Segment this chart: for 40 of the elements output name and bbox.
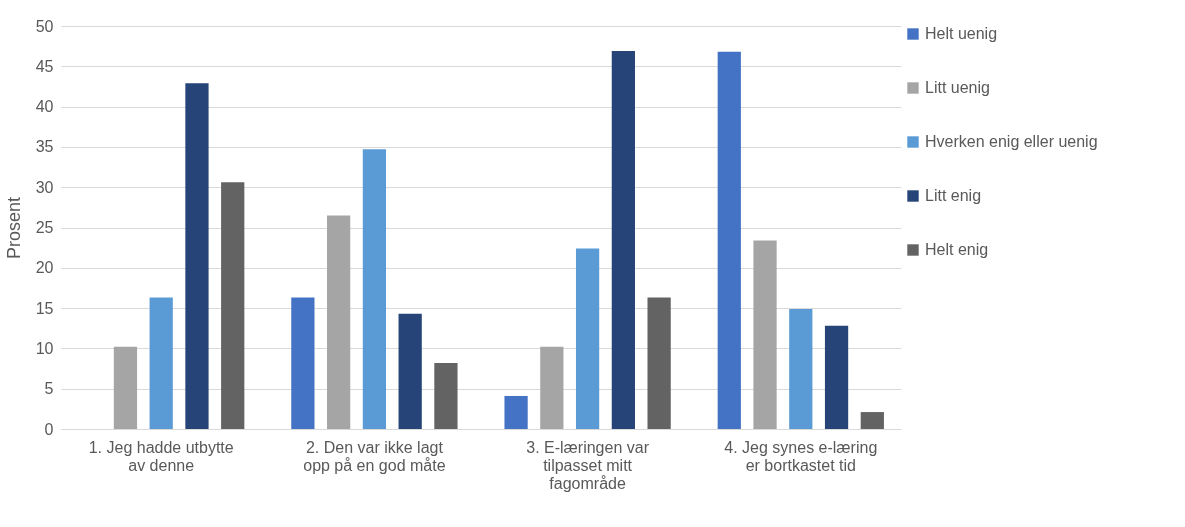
bar: [540, 346, 564, 429]
legend-label: Litt enig: [925, 187, 982, 204]
y-tick-label: 0: [44, 420, 54, 438]
bar: [362, 149, 387, 429]
y-axis-title: Prosent: [3, 196, 24, 260]
bar: [575, 248, 600, 429]
bar: [753, 240, 777, 429]
bar: [398, 313, 422, 429]
legend-label: Litt uenig: [925, 79, 990, 96]
y-tick-label: 20: [35, 259, 54, 277]
legend-label: Hverken enig eller uenig: [925, 133, 1098, 150]
legend-label: Helt enig: [925, 241, 989, 258]
y-tick-label: 5: [44, 380, 54, 398]
bar: [860, 412, 884, 429]
x-tick-label: 3. E-læringen var tilpasset mitt fagområde: [526, 438, 650, 492]
y-tick-label: 15: [35, 299, 54, 317]
bar: [611, 50, 635, 429]
y-tick-label: 30: [35, 178, 54, 196]
bar: [149, 297, 173, 429]
x-tick-label: 1. Jeg hadde utbytte av denne: [88, 438, 234, 474]
y-tick-label: 25: [35, 219, 54, 236]
y-tick-label: 45: [35, 57, 54, 75]
bar: [221, 182, 245, 429]
bar: [327, 215, 351, 429]
bar: [789, 308, 813, 429]
y-tick-label: 35: [35, 138, 54, 156]
y-tick-label: 10: [35, 339, 54, 357]
bar: [717, 51, 741, 429]
bar: [291, 297, 315, 429]
bar: [647, 297, 671, 429]
y-tick-label: 40: [35, 98, 54, 116]
legend-label: Helt uenig: [925, 25, 998, 42]
x-tick-label: 2. Den var ikke lagt opp på en god måte: [303, 438, 446, 474]
bar: [185, 83, 209, 429]
bar: [504, 395, 528, 429]
x-tick-label: 4. Jeg synes e-læring er bortkastet tid: [724, 438, 878, 474]
bar: [824, 325, 849, 429]
bar: [434, 362, 458, 429]
bar: [113, 346, 138, 429]
y-tick-label: 50: [35, 17, 54, 35]
